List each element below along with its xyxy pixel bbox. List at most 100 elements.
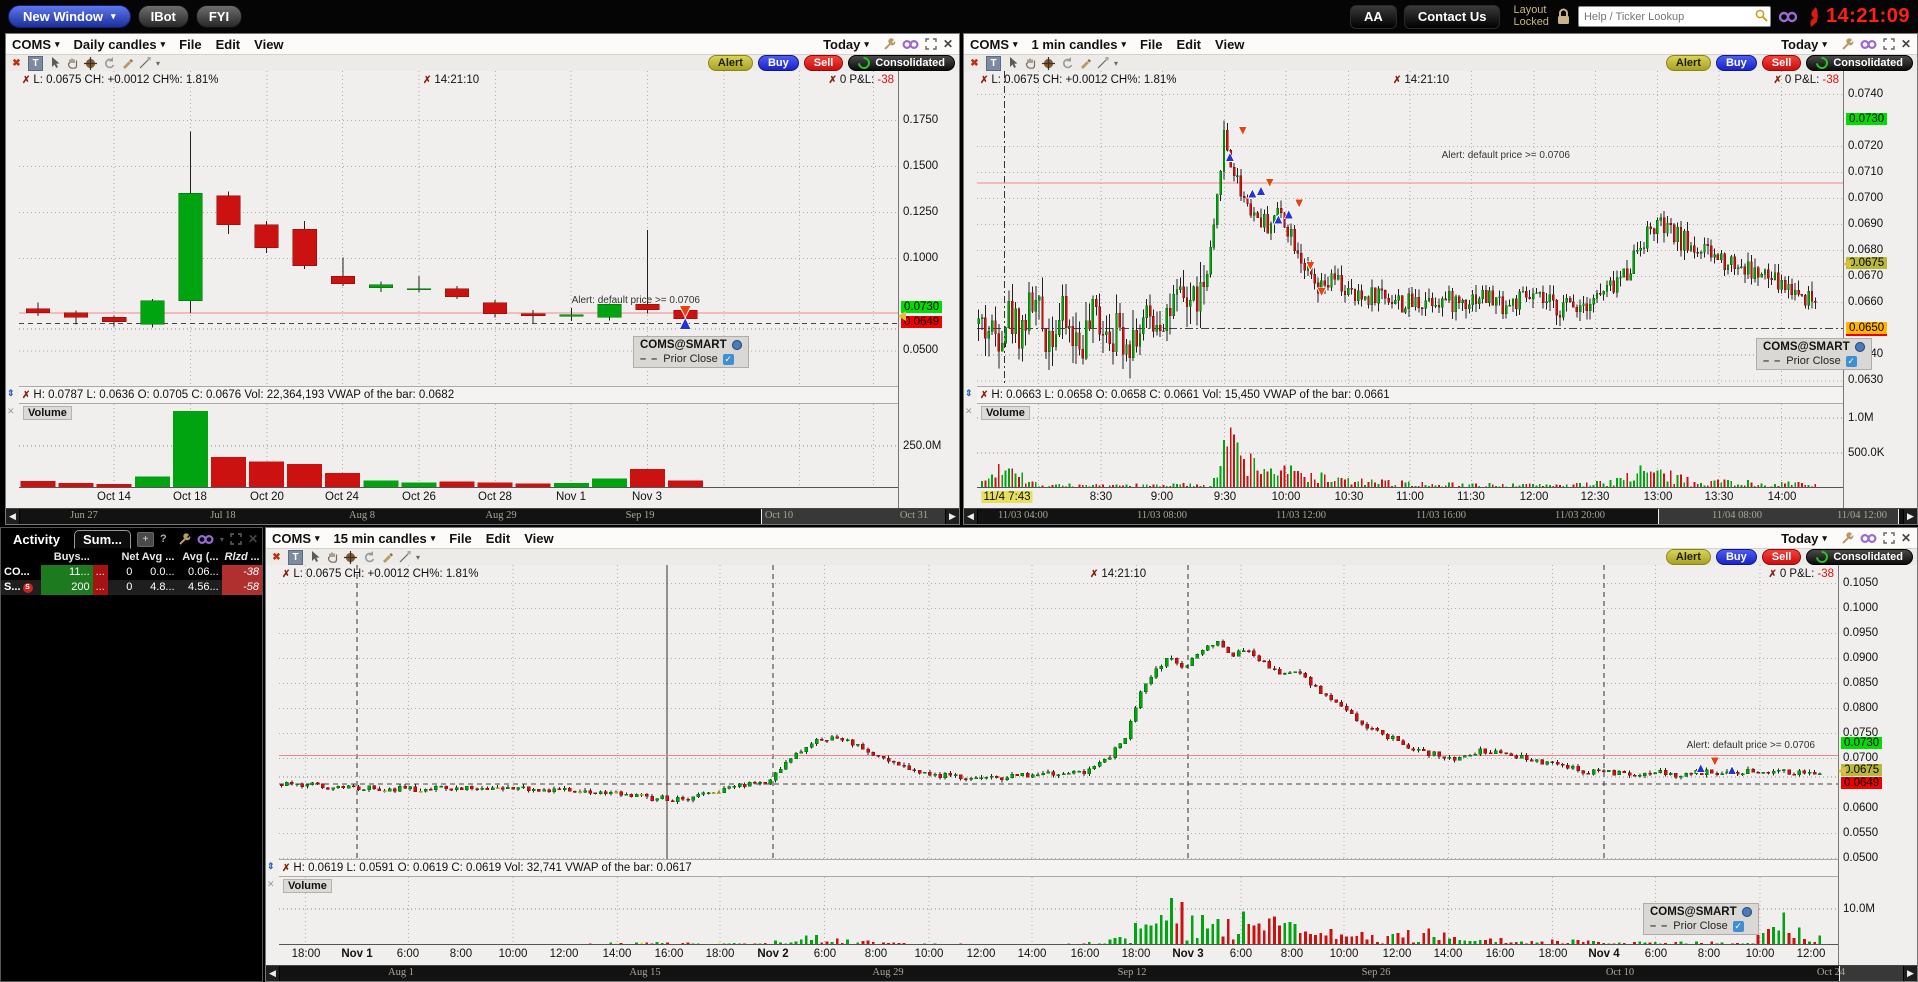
prior-close-checkbox[interactable]: ✓ xyxy=(1732,920,1744,932)
consolidated-button[interactable]: Consolidated xyxy=(1806,54,1913,72)
maximize-icon[interactable] xyxy=(230,533,242,545)
settings-wrench-icon[interactable] xyxy=(178,532,191,546)
settings-wrench-icon[interactable] xyxy=(1841,531,1854,545)
close-icon[interactable]: ✕ xyxy=(942,37,953,51)
settings-wrench-icon[interactable] xyxy=(1841,37,1854,51)
file-menu[interactable]: File xyxy=(1140,36,1163,52)
lock-icon[interactable] xyxy=(1556,8,1571,26)
pan-tool-icon[interactable] xyxy=(1024,57,1037,70)
close-icon[interactable]: ✕ xyxy=(247,532,258,546)
contact-us-button[interactable]: Contact Us xyxy=(1403,4,1501,29)
scroll-right-icon[interactable]: ▶ xyxy=(945,509,959,524)
trendline-tool-icon[interactable] xyxy=(398,551,411,564)
buy-button[interactable]: Buy xyxy=(1715,549,1757,565)
price-chart[interactable]: ✗ L: 0.0675 CH: +0.0012 CH%: 1.81% ✗ 14:21… xyxy=(977,71,1843,386)
prior-close-checkbox[interactable]: ✓ xyxy=(1845,355,1857,367)
link-icon[interactable] xyxy=(1778,11,1798,23)
sell-button[interactable]: Sell xyxy=(1761,55,1802,71)
table-row[interactable]: S... S 200 ... 0 4.8... 4.56... -58 xyxy=(1,580,263,595)
price-chart[interactable]: ✗ L: 0.0675 CH: +0.0012 CH%: 1.81% ✗ 14:21… xyxy=(279,565,1838,859)
search-input[interactable] xyxy=(1577,6,1771,27)
sell-button[interactable]: Sell xyxy=(1761,549,1802,565)
table-row[interactable]: CO... 11... ... 0 0.0... 0.06... -38 xyxy=(1,565,263,580)
symbol-menu[interactable]: COMS ▾ xyxy=(272,530,320,546)
timeframe-menu[interactable]: Daily candles ▾ xyxy=(73,36,166,52)
maximize-icon[interactable] xyxy=(1883,38,1895,50)
text-tool-icon[interactable]: T xyxy=(288,549,303,565)
time-scrollbar[interactable]: 11/03 04:00 11/03 08:00 11/03 12:00 11/03 1… xyxy=(964,508,1917,524)
prior-close-checkbox[interactable]: ✓ xyxy=(722,353,734,365)
time-scrollbar[interactable]: Aug 1 Aug 15 Aug 29 Sep 12 Sep 26 Oct 10 Oct 2… xyxy=(266,965,1917,981)
ibot-button[interactable]: IBot xyxy=(137,5,189,28)
consolidated-button[interactable]: Consolidated xyxy=(848,54,955,72)
symbol-menu[interactable]: COMS ▾ xyxy=(12,36,60,52)
pane-handle-icon[interactable]: ⇕ xyxy=(267,861,275,871)
file-menu[interactable]: File xyxy=(179,36,202,52)
pane-handle-icon[interactable]: ⇕ xyxy=(965,388,973,398)
close-icon[interactable]: ✖ xyxy=(970,57,979,69)
link-icon[interactable] xyxy=(1860,39,1877,50)
fyi-button[interactable]: FYI xyxy=(195,5,243,28)
ticker-search[interactable] xyxy=(1577,6,1771,27)
time-scrollbar[interactable]: Jun 27 Jul 18 Aug 8 Aug 29 Sep 19 Oct 10 Oct 3… xyxy=(6,508,959,524)
edit-menu[interactable]: Edit xyxy=(1176,36,1202,52)
scroll-left-icon[interactable]: ◀ xyxy=(6,509,20,524)
maximize-icon[interactable] xyxy=(1883,532,1895,544)
volume-pane[interactable]: Volume xyxy=(19,404,898,488)
cursor-tool-icon[interactable] xyxy=(48,57,61,70)
timeframe-menu[interactable]: 1 min candles ▾ xyxy=(1031,36,1127,52)
undo-icon[interactable] xyxy=(1060,57,1073,70)
cursor-tool-icon[interactable] xyxy=(1006,57,1019,70)
annotate-tool-icon[interactable] xyxy=(1078,57,1091,70)
tab-activity[interactable]: Activity xyxy=(13,531,60,547)
help-icon[interactable]: ? xyxy=(159,533,167,545)
volume-close-icon[interactable]: ✕ xyxy=(7,406,15,416)
volume-pane[interactable]: Volume xyxy=(977,404,1843,488)
tab-summary[interactable]: Sum... xyxy=(73,529,131,549)
range-today-menu[interactable]: Today ▾ xyxy=(823,36,869,52)
annotate-tool-icon[interactable] xyxy=(120,57,133,70)
alert-button[interactable]: Alert xyxy=(1665,55,1711,71)
alert-button[interactable]: Alert xyxy=(707,55,753,71)
pan-tool-icon[interactable] xyxy=(66,57,79,70)
view-menu[interactable]: View xyxy=(254,36,284,52)
edit-menu[interactable]: Edit xyxy=(215,36,241,52)
close-icon[interactable]: ✖ xyxy=(272,551,281,563)
annotate-tool-icon[interactable] xyxy=(380,551,393,564)
consolidated-button[interactable]: Consolidated xyxy=(1806,548,1913,566)
pan-tool-icon[interactable] xyxy=(326,551,339,564)
text-tool-icon[interactable]: T xyxy=(986,55,1001,71)
undo-icon[interactable] xyxy=(102,57,115,70)
link-icon[interactable] xyxy=(902,39,919,50)
timeframe-menu[interactable]: 15 min candles ▾ xyxy=(333,530,436,546)
undo-icon[interactable] xyxy=(362,551,375,564)
maximize-icon[interactable] xyxy=(925,38,937,50)
scroll-left-icon[interactable]: ◀ xyxy=(964,509,978,524)
scroll-left-icon[interactable]: ◀ xyxy=(266,966,280,981)
settings-wrench-icon[interactable] xyxy=(883,37,896,51)
link-icon[interactable] xyxy=(1860,533,1877,544)
pane-handle-icon[interactable]: ⇕ xyxy=(7,388,15,398)
crosshair-tool-icon[interactable] xyxy=(1042,56,1055,70)
volume-close-icon[interactable]: ✕ xyxy=(965,406,973,416)
crosshair-tool-icon[interactable] xyxy=(344,550,357,564)
close-icon[interactable]: ✕ xyxy=(1900,531,1911,545)
view-menu[interactable]: View xyxy=(1215,36,1245,52)
crosshair-tool-icon[interactable] xyxy=(84,56,97,70)
scroll-right-icon[interactable]: ▶ xyxy=(1903,509,1917,524)
link-icon[interactable] xyxy=(197,534,214,545)
close-icon[interactable]: ✖ xyxy=(12,57,21,69)
range-today-menu[interactable]: Today ▾ xyxy=(1781,530,1827,546)
volume-pane[interactable]: Volume xyxy=(279,877,1838,945)
buy-button[interactable]: Buy xyxy=(1715,55,1757,71)
close-icon[interactable]: ✕ xyxy=(1900,37,1911,51)
trendline-tool-icon[interactable] xyxy=(138,57,151,70)
price-chart[interactable]: ✗ L: 0.0675 CH: +0.0012 CH%: 1.81% ✗ 14:21… xyxy=(19,71,898,386)
scroll-right-icon[interactable]: ▶ xyxy=(1903,966,1917,981)
cursor-tool-icon[interactable] xyxy=(308,551,321,564)
symbol-menu[interactable]: COMS ▾ xyxy=(970,36,1018,52)
alert-button[interactable]: Alert xyxy=(1665,549,1711,565)
font-size-button[interactable]: AA xyxy=(1350,4,1397,29)
sell-button[interactable]: Sell xyxy=(803,55,844,71)
new-window-button[interactable]: New Window ▾ xyxy=(8,5,131,28)
